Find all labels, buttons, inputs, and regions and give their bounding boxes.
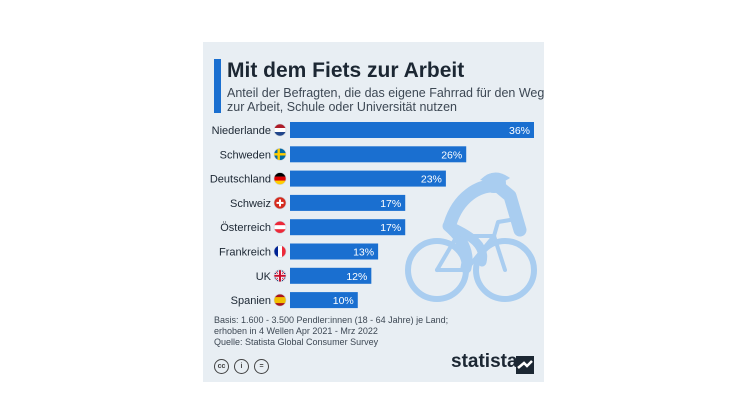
bar-value-label: 36% <box>509 125 530 137</box>
category-label: Niederlande <box>212 125 271 137</box>
bar-frankreich <box>290 243 379 260</box>
bar-deutschland <box>290 170 446 187</box>
bar-schweiz <box>290 194 406 211</box>
bar-value-label: 12% <box>346 271 367 283</box>
category-label: Frankreich <box>219 247 271 259</box>
category-label: Österreich <box>220 222 271 234</box>
uk-flag-icon <box>273 269 287 283</box>
footnote-basis: Basis: 1.600 - 3.500 Pendler:innen (18 -… <box>214 315 449 325</box>
germany-flag-icon <box>273 172 287 185</box>
bar-schweden <box>290 146 467 163</box>
bar-value-label: 13% <box>353 247 374 259</box>
bar-spanien <box>290 292 358 309</box>
by-icon: i <box>234 359 249 374</box>
footnote-period: erhoben in 4 Wellen Apr 2021 - Mrz 2022 <box>214 326 378 336</box>
spain-flag-icon <box>273 293 287 307</box>
statista-logo-text: statista <box>451 351 518 372</box>
netherlands-flag-icon <box>273 123 287 137</box>
category-label: Deutschland <box>210 174 271 186</box>
bar-value-label: 23% <box>421 174 442 186</box>
bar-österreich <box>290 219 406 236</box>
bar-value-label: 17% <box>380 222 401 234</box>
infographic-card <box>203 42 544 382</box>
austria-flag-icon <box>273 220 287 234</box>
footnote-source: Quelle: Statista Global Consumer Survey <box>214 337 379 347</box>
bar-value-label: 10% <box>333 295 354 307</box>
category-label: Spanien <box>231 295 271 307</box>
sweden-flag-icon <box>273 148 287 161</box>
switzerland-flag-icon <box>273 196 287 210</box>
category-label: UK <box>256 271 272 283</box>
category-label: Schweiz <box>230 198 271 210</box>
title-accent-bar <box>214 59 221 113</box>
france-flag-icon <box>273 245 287 258</box>
bar-uk <box>290 267 372 284</box>
chart-title: Mit dem Fiets zur Arbeit <box>227 59 465 82</box>
statista-logo-icon <box>516 356 534 374</box>
category-label: Schweden <box>220 149 271 161</box>
cyclist-illustration <box>405 172 537 302</box>
nd-icon: = <box>254 359 269 374</box>
bar-value-label: 17% <box>380 198 401 210</box>
cc-icon: cc <box>214 359 229 374</box>
bar-value-label: 26% <box>441 149 462 161</box>
chart-subtitle-line1: Anteil der Befragten, die das eigene Fah… <box>227 86 545 100</box>
bar-niederlande <box>290 122 534 138</box>
chart-subtitle-line2: zur Arbeit, Schule oder Universität nutz… <box>227 100 457 114</box>
